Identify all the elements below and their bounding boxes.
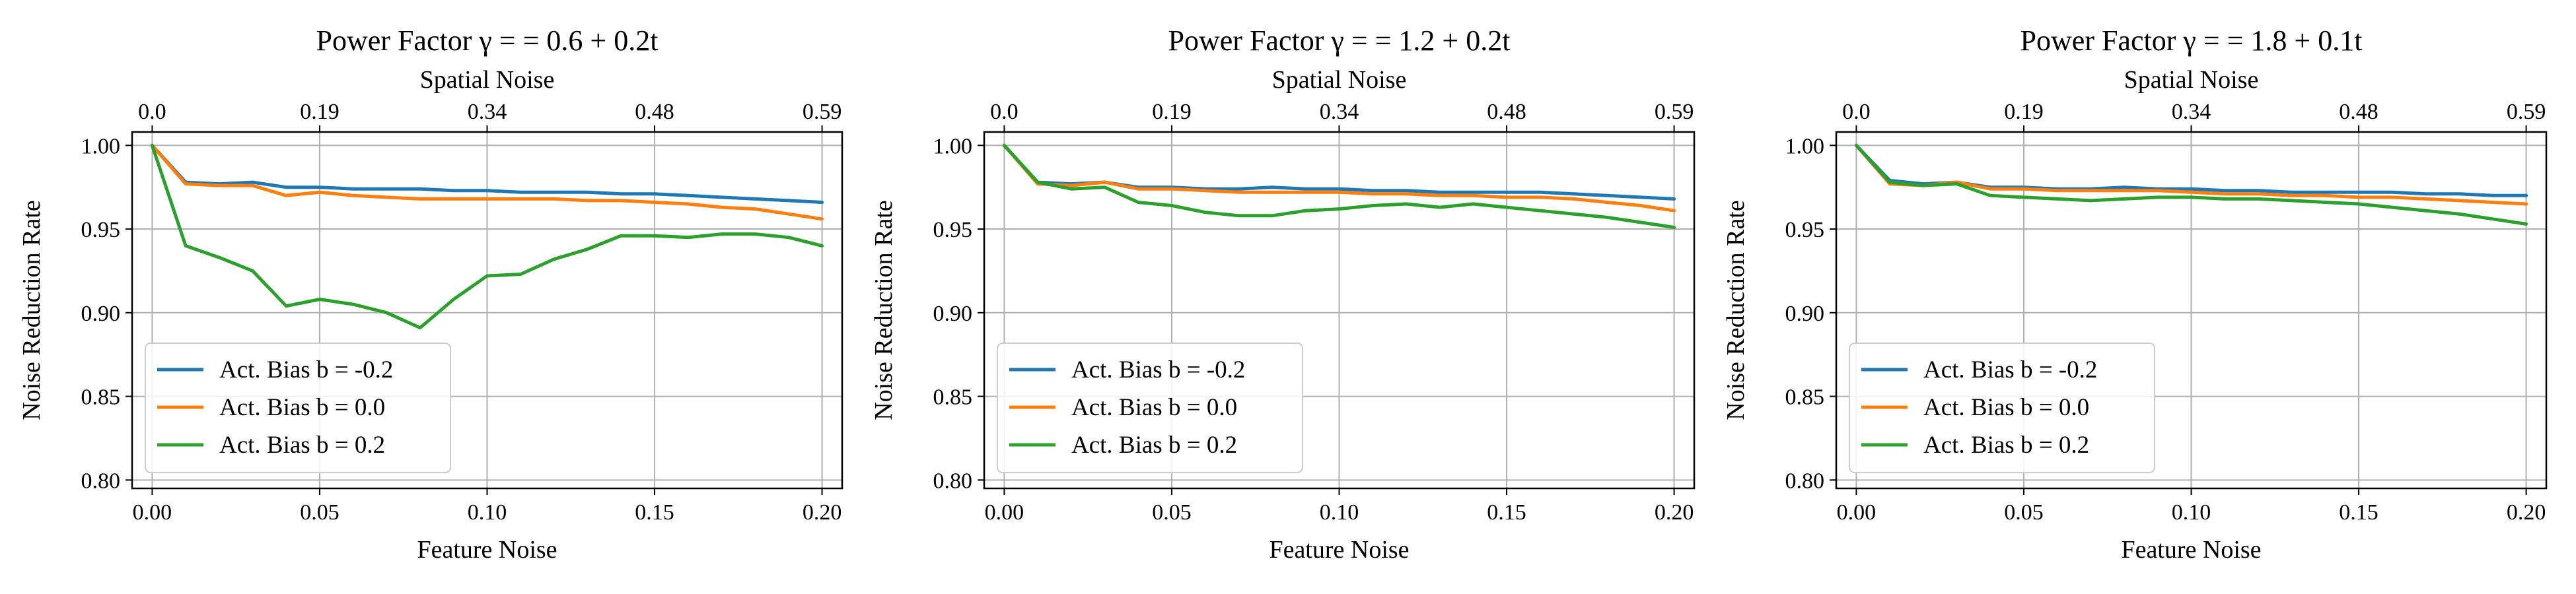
x-tick-label: 0.10 xyxy=(1320,500,1359,525)
top-axis-label: Spatial Noise xyxy=(420,66,555,94)
x-tick-label: 0.10 xyxy=(2172,500,2211,525)
x-axis-label: Feature Noise xyxy=(2121,536,2261,564)
top-tick-label: 0.48 xyxy=(2339,100,2379,124)
y-axis-label: Noise Reduction Rate xyxy=(18,200,46,420)
series-line-3 xyxy=(1002,143,1676,229)
y-tick-label: 0.90 xyxy=(81,302,121,326)
x-tick-label: 0.05 xyxy=(300,500,340,525)
series-line-2 xyxy=(150,143,824,221)
y-tick-label: 0.95 xyxy=(81,218,121,242)
y-tick-label: 0.90 xyxy=(933,302,973,326)
x-tick-label: 0.20 xyxy=(803,500,842,525)
legend-label: Act. Bias b = -0.2 xyxy=(1923,356,2097,383)
legend-label: Act. Bias b = 0.2 xyxy=(1071,432,1237,459)
chart-title: Power Factor γ = = 0.6 + 0.2t xyxy=(316,24,659,57)
y-tick-label: 0.85 xyxy=(1785,385,1825,410)
series-line-3 xyxy=(150,143,824,330)
legend: Act. Bias b = -0.2 Act. Bias b = 0.0 Act. … xyxy=(997,343,1303,473)
top-tick-label: 0.19 xyxy=(1152,100,1192,124)
x-tick-label: 0.00 xyxy=(985,500,1024,525)
y-tick-label: 0.85 xyxy=(81,385,121,410)
legend-label: Act. Bias b = -0.2 xyxy=(219,356,393,383)
y-tick-label: 0.80 xyxy=(1785,469,1825,493)
top-tick-label: 0.59 xyxy=(2507,100,2546,124)
top-tick-label: 0.19 xyxy=(2004,100,2044,124)
chart-panel-2: 0.00 0.05 0.10 0.15 0.20 0.0 0.19 0.34 0.48 0.59 0… xyxy=(870,24,1696,564)
chart-title: Power Factor γ = = 1.8 + 0.1t xyxy=(2021,24,2363,57)
series-line-2 xyxy=(1854,143,2528,206)
y-tick-label: 1.00 xyxy=(1785,134,1825,158)
series-line-1 xyxy=(150,143,824,204)
y-tick-label: 0.85 xyxy=(933,385,973,410)
top-tick-label: 0.0 xyxy=(138,100,166,124)
y-tick-label: 1.00 xyxy=(933,134,973,158)
x-tick-label: 0.00 xyxy=(133,500,172,525)
x-tick-label: 0.05 xyxy=(2004,500,2044,525)
x-axis-label: Feature Noise xyxy=(417,536,557,564)
legend: Act. Bias b = -0.2 Act. Bias b = 0.0 Act. … xyxy=(1849,343,2155,473)
y-tick-label: 0.95 xyxy=(933,218,973,242)
legend-label: Act. Bias b = 0.2 xyxy=(1923,432,2089,459)
y-tick-label: 0.90 xyxy=(1785,302,1825,326)
top-axis-label: Spatial Noise xyxy=(2124,66,2259,94)
top-tick-label: 0.59 xyxy=(1655,100,1694,124)
legend-label: Act. Bias b = 0.0 xyxy=(1923,394,2089,421)
y-axis-label: Noise Reduction Rate xyxy=(1722,200,1750,420)
x-tick-label: 0.05 xyxy=(1152,500,1192,525)
y-axis-label: Noise Reduction Rate xyxy=(870,200,898,420)
x-tick-label: 0.20 xyxy=(2507,500,2546,525)
legend-label: Act. Bias b = 0.2 xyxy=(219,432,385,459)
y-tick-label: 0.80 xyxy=(933,469,973,493)
legend-box xyxy=(1849,343,2155,473)
chart-title: Power Factor γ = = 1.2 + 0.2t xyxy=(1168,24,1511,57)
legend-label: Act. Bias b = 0.0 xyxy=(219,394,385,421)
top-tick-label: 0.34 xyxy=(468,100,507,124)
top-tick-label: 0.48 xyxy=(635,100,674,124)
chart-panel-3: 0.00 0.05 0.10 0.15 0.20 0.0 0.19 0.34 0.48 0.59 0… xyxy=(1722,24,2548,564)
legend-box xyxy=(997,343,1303,473)
x-tick-label: 0.15 xyxy=(1487,500,1526,525)
x-tick-label: 0.15 xyxy=(2339,500,2379,525)
x-tick-label: 0.00 xyxy=(1837,500,1877,525)
x-axis-label: Feature Noise xyxy=(1269,536,1409,564)
top-tick-label: 0.34 xyxy=(2172,100,2211,124)
legend-box xyxy=(145,343,451,473)
y-tick-label: 1.00 xyxy=(81,134,121,158)
top-tick-label: 0.48 xyxy=(1487,100,1526,124)
y-tick-label: 0.95 xyxy=(1785,218,1825,242)
top-tick-label: 0.59 xyxy=(803,100,842,124)
top-tick-label: 0.19 xyxy=(300,100,340,124)
top-tick-label: 0.34 xyxy=(1320,100,1359,124)
top-axis-label: Spatial Noise xyxy=(1272,66,1407,94)
top-tick-label: 0.0 xyxy=(990,100,1019,124)
legend-label: Act. Bias b = -0.2 xyxy=(1071,356,1245,383)
top-tick-label: 0.0 xyxy=(1842,100,1871,124)
series-line-2 xyxy=(1002,143,1676,213)
x-tick-label: 0.10 xyxy=(468,500,507,525)
y-tick-label: 0.80 xyxy=(81,469,121,493)
chart-panel-1: 0.00 0.05 0.10 0.15 0.20 0.0 0.19 0.34 0.48 0.59 0… xyxy=(18,24,843,564)
legend-label: Act. Bias b = 0.0 xyxy=(1071,394,1237,421)
x-tick-label: 0.15 xyxy=(635,500,674,525)
x-tick-label: 0.20 xyxy=(1655,500,1694,525)
series-line-3 xyxy=(1854,143,2528,226)
legend: Act. Bias b = -0.2 Act. Bias b = 0.0 Act. … xyxy=(145,343,451,473)
